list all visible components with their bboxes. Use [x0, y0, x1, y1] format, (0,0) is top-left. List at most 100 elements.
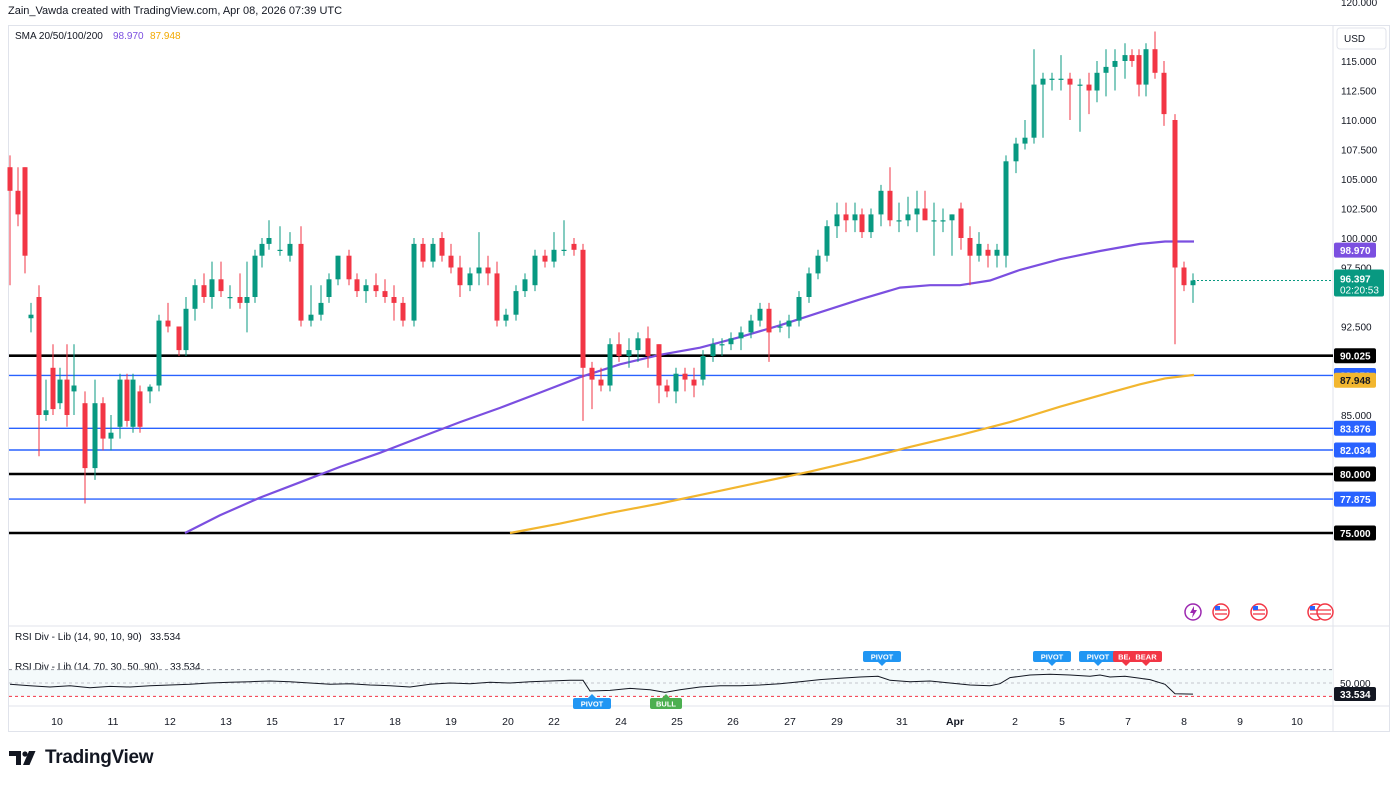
rsi-signal-label: BULL	[650, 694, 682, 709]
candle	[757, 302, 763, 327]
candle	[645, 326, 651, 368]
candle	[967, 226, 973, 286]
candle	[626, 338, 632, 368]
candle-body	[571, 243, 577, 250]
price-tick-label: 97.500	[1341, 264, 1372, 275]
candle	[391, 285, 397, 321]
candle	[532, 249, 538, 292]
rsi-legend-bottom-value: 33.534	[170, 662, 201, 673]
candle	[1122, 43, 1128, 79]
currency-selector[interactable]	[1336, 27, 1387, 50]
candle-body	[976, 243, 982, 256]
candle-body	[467, 273, 473, 286]
level-price-tag: 77.875	[1340, 495, 1371, 506]
candle	[1172, 114, 1178, 345]
last-price-value: 96.397	[1340, 275, 1371, 286]
candle	[92, 379, 98, 480]
candle	[457, 255, 463, 297]
candle-body	[485, 267, 491, 274]
candle-body	[728, 338, 734, 345]
candle	[192, 279, 198, 321]
candle	[43, 379, 49, 421]
candle	[183, 297, 189, 356]
sma-price-tag-bg	[1334, 242, 1376, 258]
candle-body	[298, 243, 304, 321]
rsi-signal-text: PIVOT	[581, 700, 604, 709]
candle-body	[382, 291, 388, 297]
candle	[259, 238, 265, 268]
candle-body	[738, 332, 744, 339]
time-tick-label: 22	[548, 716, 560, 728]
us-flag-event-icon[interactable]	[1212, 603, 1230, 621]
candle-body	[15, 190, 21, 215]
candle-body	[607, 344, 613, 386]
candle-body	[1049, 78, 1055, 80]
candle	[513, 285, 519, 321]
sma-purple-line	[184, 240, 1194, 534]
candle	[1003, 155, 1009, 268]
us-flag-event-icon[interactable]	[1250, 603, 1268, 621]
candle	[326, 273, 332, 303]
candle-body	[1086, 84, 1092, 91]
candle-body	[92, 403, 98, 469]
time-tick-label: 11	[108, 716, 119, 728]
us-flag-event-icon[interactable]	[1307, 603, 1334, 621]
candle	[165, 302, 171, 333]
candle-body	[1077, 84, 1083, 86]
candle	[1161, 61, 1167, 126]
candle-body	[287, 243, 293, 256]
rsi-signal-arrow	[662, 694, 670, 698]
time-tick-label: 13	[220, 716, 232, 728]
candle-body	[748, 320, 754, 333]
candle	[976, 232, 982, 262]
candle-body	[130, 379, 136, 427]
horizontal-levels	[9, 354, 1333, 535]
candle	[1143, 43, 1149, 97]
currency-label: USD	[1344, 34, 1365, 45]
candle-body	[1040, 78, 1046, 85]
sma-orange-line	[509, 373, 1195, 535]
candle	[318, 285, 324, 321]
candle	[1077, 78, 1083, 132]
candle-body	[201, 285, 207, 297]
candle-body	[931, 220, 937, 222]
candle	[156, 314, 162, 392]
candle	[82, 391, 88, 504]
candle	[868, 208, 874, 238]
candle-body	[940, 220, 946, 222]
candle-body	[664, 385, 670, 392]
time-tick-label: 20	[502, 716, 514, 728]
candle-body	[542, 255, 548, 262]
candle-body	[326, 279, 332, 297]
candle-body	[1129, 55, 1135, 61]
candle	[700, 350, 706, 386]
candle-body	[1152, 49, 1158, 73]
candle	[252, 249, 258, 303]
candle-body	[710, 344, 716, 356]
tradingview-logo[interactable]: TradingView	[9, 747, 154, 769]
candle	[420, 238, 426, 268]
sma-legend-label[interactable]: SMA 20/50/100/200	[15, 31, 103, 42]
candle-body	[796, 297, 802, 321]
chart-frame	[8, 25, 1390, 732]
candle	[1067, 72, 1073, 120]
candle	[494, 261, 500, 327]
sma-price-tag: 98.970	[1340, 246, 1371, 257]
candle	[878, 184, 884, 227]
candle-body	[391, 297, 397, 303]
candle	[598, 367, 604, 392]
event-icons[interactable]	[1184, 603, 1334, 621]
candle	[834, 202, 840, 238]
price-tick-label: 120.000	[1341, 0, 1378, 9]
rsi-last-value-bg	[1334, 687, 1376, 702]
candle	[691, 367, 697, 398]
candle-body	[227, 297, 233, 299]
rsi-legend-bottom-label: RSI Div - Lib (14, 70, 30, 50, 90)	[15, 662, 158, 673]
candle-body	[815, 255, 821, 274]
candle-body	[1013, 143, 1019, 162]
candle-body	[43, 410, 49, 415]
candle	[571, 238, 577, 256]
time-tick-label: 31	[896, 716, 908, 728]
price-tick-label: 112.500	[1341, 87, 1377, 98]
